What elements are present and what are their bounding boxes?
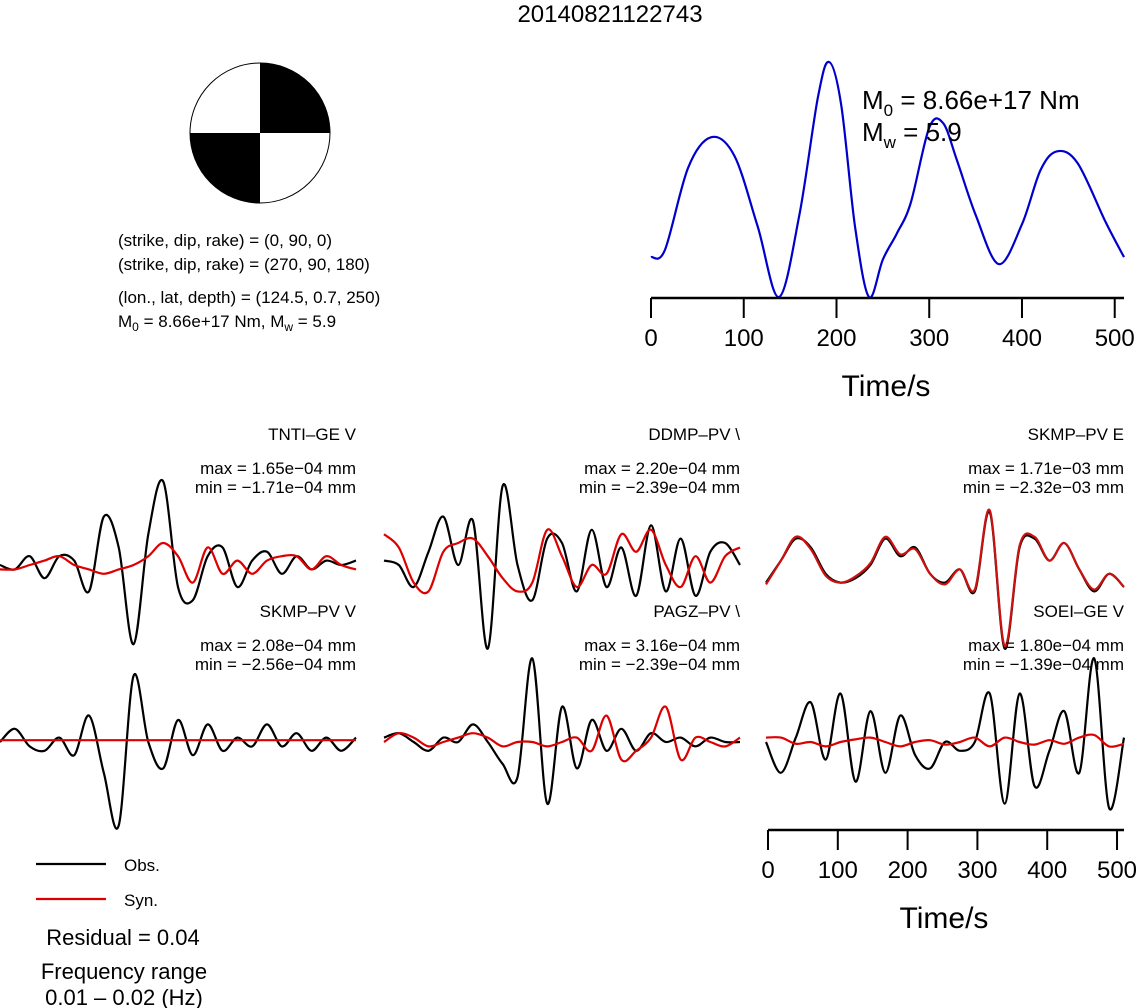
DDMP-PV-synthetic-trace: [383, 528, 741, 595]
figure-title: 20140821122743: [517, 1, 702, 28]
legend-obs-label: Obs.: [124, 856, 160, 875]
DDMP-PV-observed-trace: [383, 482, 741, 650]
SOEI-GE-synthetic-trace: [765, 733, 1125, 748]
legend: Obs. Syn. Residual = 0.04 Frequency rang…: [36, 856, 207, 1008]
stf-tick-label: 0: [644, 325, 657, 352]
waveform-x-axis-label: Time/s: [900, 902, 989, 935]
waveform-tick-label: 300: [957, 857, 997, 884]
station-label: DDMP–PV \: [648, 425, 740, 444]
beachball-quadrant-sw: [190, 133, 260, 203]
SKMP-PV-E-synthetic-trace: [765, 508, 1125, 648]
stf-x-axis: 0 100 200 300 400 500: [644, 296, 1135, 352]
beachball-quadrant-ne: [260, 63, 330, 133]
TNTI-GE-synthetic-trace: [0, 541, 357, 584]
waveform-tick-label: 400: [1027, 857, 1067, 884]
stf-tick-label: 100: [724, 325, 764, 352]
waveform-tick-label: 100: [818, 857, 858, 884]
param-line-2: (strike, dip, rake) = (270, 90, 180): [118, 255, 370, 274]
stf-tick-label: 300: [909, 325, 949, 352]
param-line-3: (lon., lat, depth) = (124.5, 0.7, 250): [118, 288, 380, 307]
max-amplitude-label: max = 1.71e−03 mm: [968, 459, 1124, 478]
min-amplitude-label: min = −2.39e−04 mm: [579, 655, 740, 674]
station-label: PAGZ–PV \: [653, 602, 740, 621]
min-amplitude-label: min = −2.32e−03 mm: [963, 478, 1124, 497]
SKMP-PV-V-observed-trace: [0, 672, 357, 830]
stf-plot: 0 100 200 300 400 500 Time/s M0 = 8.66e+17 Nm…: [644, 60, 1135, 403]
max-amplitude-label: max = 3.16e−04 mm: [584, 636, 740, 655]
max-amplitude-label: max = 2.08e−04 mm: [200, 636, 356, 655]
stf-tick-label: 400: [1002, 325, 1042, 352]
PAGZ-PV-observed-trace: [383, 657, 741, 805]
station-label: SKMP–PV E: [1028, 425, 1124, 444]
param-line-4: M0 = 8.66e+17 Nm, Mw = 5.9: [118, 312, 336, 334]
stf-x-axis-label: Time/s: [842, 370, 931, 403]
SKMP-PV-E-observed-trace: [765, 510, 1125, 650]
stf-series-line: [650, 60, 1125, 299]
waveform-tick-label: 500: [1097, 857, 1137, 884]
min-amplitude-label: min = −1.71e−04 mm: [195, 478, 356, 497]
stf-tick-label: 200: [816, 325, 856, 352]
residual-label: Residual = 0.04: [46, 925, 200, 950]
stf-mw-annotation: Mw = 5.9: [862, 117, 962, 152]
source-parameters: (strike, dip, rake) = (0, 90, 0) (strike…: [118, 231, 380, 334]
min-amplitude-label: min = −2.56e−04 mm: [195, 655, 356, 674]
waveform-tick-label: 0: [761, 857, 774, 884]
stf-tick-label: 500: [1095, 325, 1135, 352]
max-amplitude-label: max = 2.20e−04 mm: [584, 459, 740, 478]
PAGZ-PV-synthetic-trace: [383, 705, 741, 763]
max-amplitude-label: max = 1.65e−04 mm: [200, 459, 356, 478]
param-line-1: (strike, dip, rake) = (0, 90, 0): [118, 231, 332, 250]
min-amplitude-label: min = −2.39e−04 mm: [579, 478, 740, 497]
SOEI-GE-observed-trace: [764, 657, 1126, 811]
waveform-x-axis: 0 100 200 300 400 500: [761, 828, 1137, 884]
station-label: SKMP–PV V: [260, 602, 357, 621]
frequency-range-value: 0.01 – 0.02 (Hz): [45, 985, 203, 1008]
beachball: [189, 62, 331, 204]
legend-syn-label: Syn.: [124, 891, 158, 910]
station-label: TNTI–GE V: [268, 425, 357, 444]
stf-m0-annotation: M0 = 8.66e+17 Nm: [862, 85, 1080, 120]
max-amplitude-label: max = 1.80e−04 mm: [968, 636, 1124, 655]
frequency-range-label: Frequency range: [41, 959, 207, 984]
station-label: SOEI–GE V: [1033, 602, 1124, 621]
min-amplitude-label: min = −1.39e−04 mm: [963, 655, 1124, 674]
waveform-tick-label: 200: [888, 857, 928, 884]
